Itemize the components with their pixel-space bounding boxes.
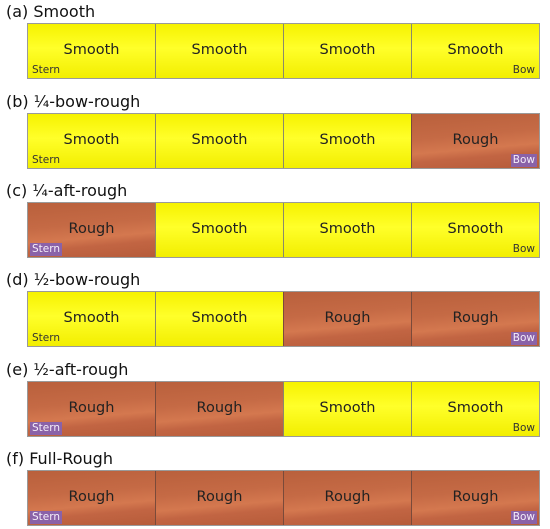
segment-label: Rough [452,132,499,148]
hull-segment-smooth: Smooth [155,114,283,168]
segment-label: Rough [196,400,243,416]
hull-segment-smooth: Smooth [283,114,411,168]
segment-label: Smooth [319,42,376,58]
segment-label: Smooth [319,400,376,416]
hull-segment-smooth: Smooth Stern [28,24,155,78]
segment-label: Smooth [447,221,504,237]
segment-label: Smooth [191,132,248,148]
segment-label: Smooth [319,132,376,148]
segment-label: Smooth [191,42,248,58]
segment-label: Smooth [63,42,120,58]
bow-label: Bow [512,64,535,76]
hull-bar: Smooth Stern Smooth Smooth Rough Bow [27,113,540,169]
hull-segment-smooth: Smooth [155,24,283,78]
bow-label: Bow [510,332,537,345]
segment-label: Rough [196,489,243,505]
stern-label: Stern [32,64,61,76]
hull-segment-smooth: Smooth Bow [411,24,539,78]
config-title: (f) Full-Rough [6,449,113,468]
hull-segment-rough: Rough Bow [411,471,539,525]
hull-bar: Rough Stern Rough Rough Rough Bow [27,470,540,526]
segment-label: Rough [68,489,115,505]
hull-segment-smooth: Smooth [155,292,283,346]
stern-label: Stern [30,511,63,524]
hull-bar: Smooth Stern Smooth Smooth Smooth Bow [27,23,540,79]
hull-segment-smooth: Smooth [155,203,283,257]
hull-bar: Rough Stern Rough Smooth Smooth Bow [27,381,540,437]
segment-label: Rough [324,310,371,326]
config-title: (b) ¼-bow-rough [6,92,141,111]
hull-bar: Rough Stern Smooth Smooth Smooth Bow [27,202,540,258]
segment-label: Rough [452,489,499,505]
hull-segment-rough: Rough [155,471,283,525]
hull-segment-smooth: Smooth [283,382,411,436]
stern-label: Stern [32,154,61,166]
hull-segment-rough: Rough Bow [411,114,539,168]
stern-label: Stern [30,243,63,256]
hull-segment-rough: Rough Stern [28,382,155,436]
hull-segment-rough: Rough Bow [411,292,539,346]
bow-label: Bow [512,422,535,434]
bow-label: Bow [510,154,537,167]
segment-label: Smooth [191,310,248,326]
hull-segment-smooth: Smooth Stern [28,114,155,168]
hull-segment-smooth: Smooth [283,24,411,78]
config-title: (a) Smooth [6,2,96,21]
stern-label: Stern [30,422,63,435]
hull-segment-rough: Rough [283,471,411,525]
segment-label: Rough [68,400,115,416]
stern-label: Stern [32,332,61,344]
segment-label: Rough [452,310,499,326]
segment-label: Smooth [191,221,248,237]
hull-segment-rough: Rough Stern [28,471,155,525]
bow-label: Bow [510,511,537,524]
config-title: (e) ½-aft-rough [6,360,129,379]
hull-segment-rough: Rough Stern [28,203,155,257]
hull-segment-smooth: Smooth [283,203,411,257]
hull-segment-smooth: Smooth Bow [411,382,539,436]
config-title: (c) ¼-aft-rough [6,181,128,200]
bow-label: Bow [512,243,535,255]
segment-label: Rough [324,489,371,505]
segment-label: Smooth [63,132,120,148]
segment-label: Smooth [319,221,376,237]
config-title: (d) ½-bow-rough [6,270,141,289]
segment-label: Smooth [447,400,504,416]
hull-bar: Smooth Stern Smooth Rough Rough Bow [27,291,540,347]
hull-segment-smooth: Smooth Stern [28,292,155,346]
hull-segment-rough: Rough [283,292,411,346]
segment-label: Smooth [63,310,120,326]
segment-label: Rough [68,221,115,237]
hull-segment-smooth: Smooth Bow [411,203,539,257]
segment-label: Smooth [447,42,504,58]
hull-segment-rough: Rough [155,382,283,436]
